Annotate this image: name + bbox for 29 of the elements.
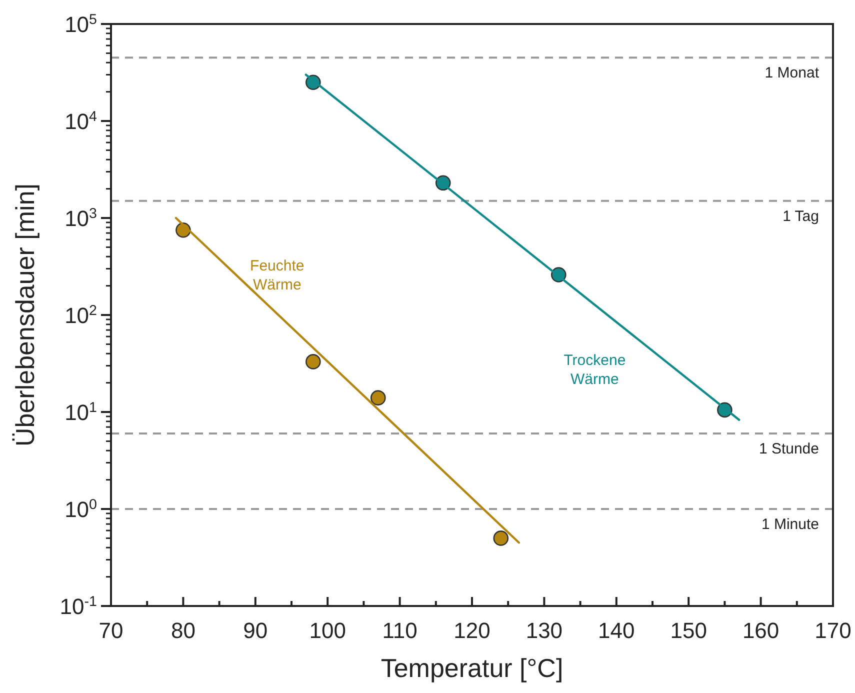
x-axis-title: Temperatur [°C] [380, 653, 564, 683]
x-tick-label: 160 [742, 618, 780, 643]
point [370, 390, 386, 406]
x-tick-label: 110 [382, 618, 418, 643]
point [306, 354, 321, 370]
x-tick-label: 80 [170, 618, 196, 643]
x-tick-label: 90 [243, 618, 268, 643]
y-axis-title: Überlebensdauer [min] [10, 183, 40, 447]
y-tick-label: 10$^{1}$ [64, 400, 98, 425]
ref-line-label: 1 Tag [782, 208, 819, 225]
y-tick-label: 10$^{4}$ [64, 109, 98, 134]
x-tick-label: 140 [598, 618, 635, 643]
x-tick-label: 70 [98, 618, 124, 643]
ref-line-label: 1 Stunde [758, 440, 819, 458]
x-tick-label: 100 [309, 618, 346, 643]
y-tick-label: 10$^{0}$ [64, 497, 98, 522]
x-tick-label: 170 [814, 618, 852, 643]
x-tick-label: 150 [670, 618, 707, 643]
y-tick-label: 10$^{2}$ [64, 303, 98, 328]
y-tick-label: 10$^{5}$ [64, 12, 98, 37]
y-tick-label: 10$^{3}$ [64, 206, 98, 231]
ref-line-label: 1 Minute [761, 516, 819, 533]
x-tick-label: 130 [526, 618, 563, 643]
ref-line-label: 1 Monat [764, 64, 820, 82]
y-tick-label: 10$^{-1}$ [60, 594, 98, 619]
text: Trockene Wärme [564, 352, 626, 388]
x-tick-label: 120 [454, 618, 490, 643]
text: Feuchte Wärme [250, 258, 304, 294]
point [493, 530, 509, 546]
